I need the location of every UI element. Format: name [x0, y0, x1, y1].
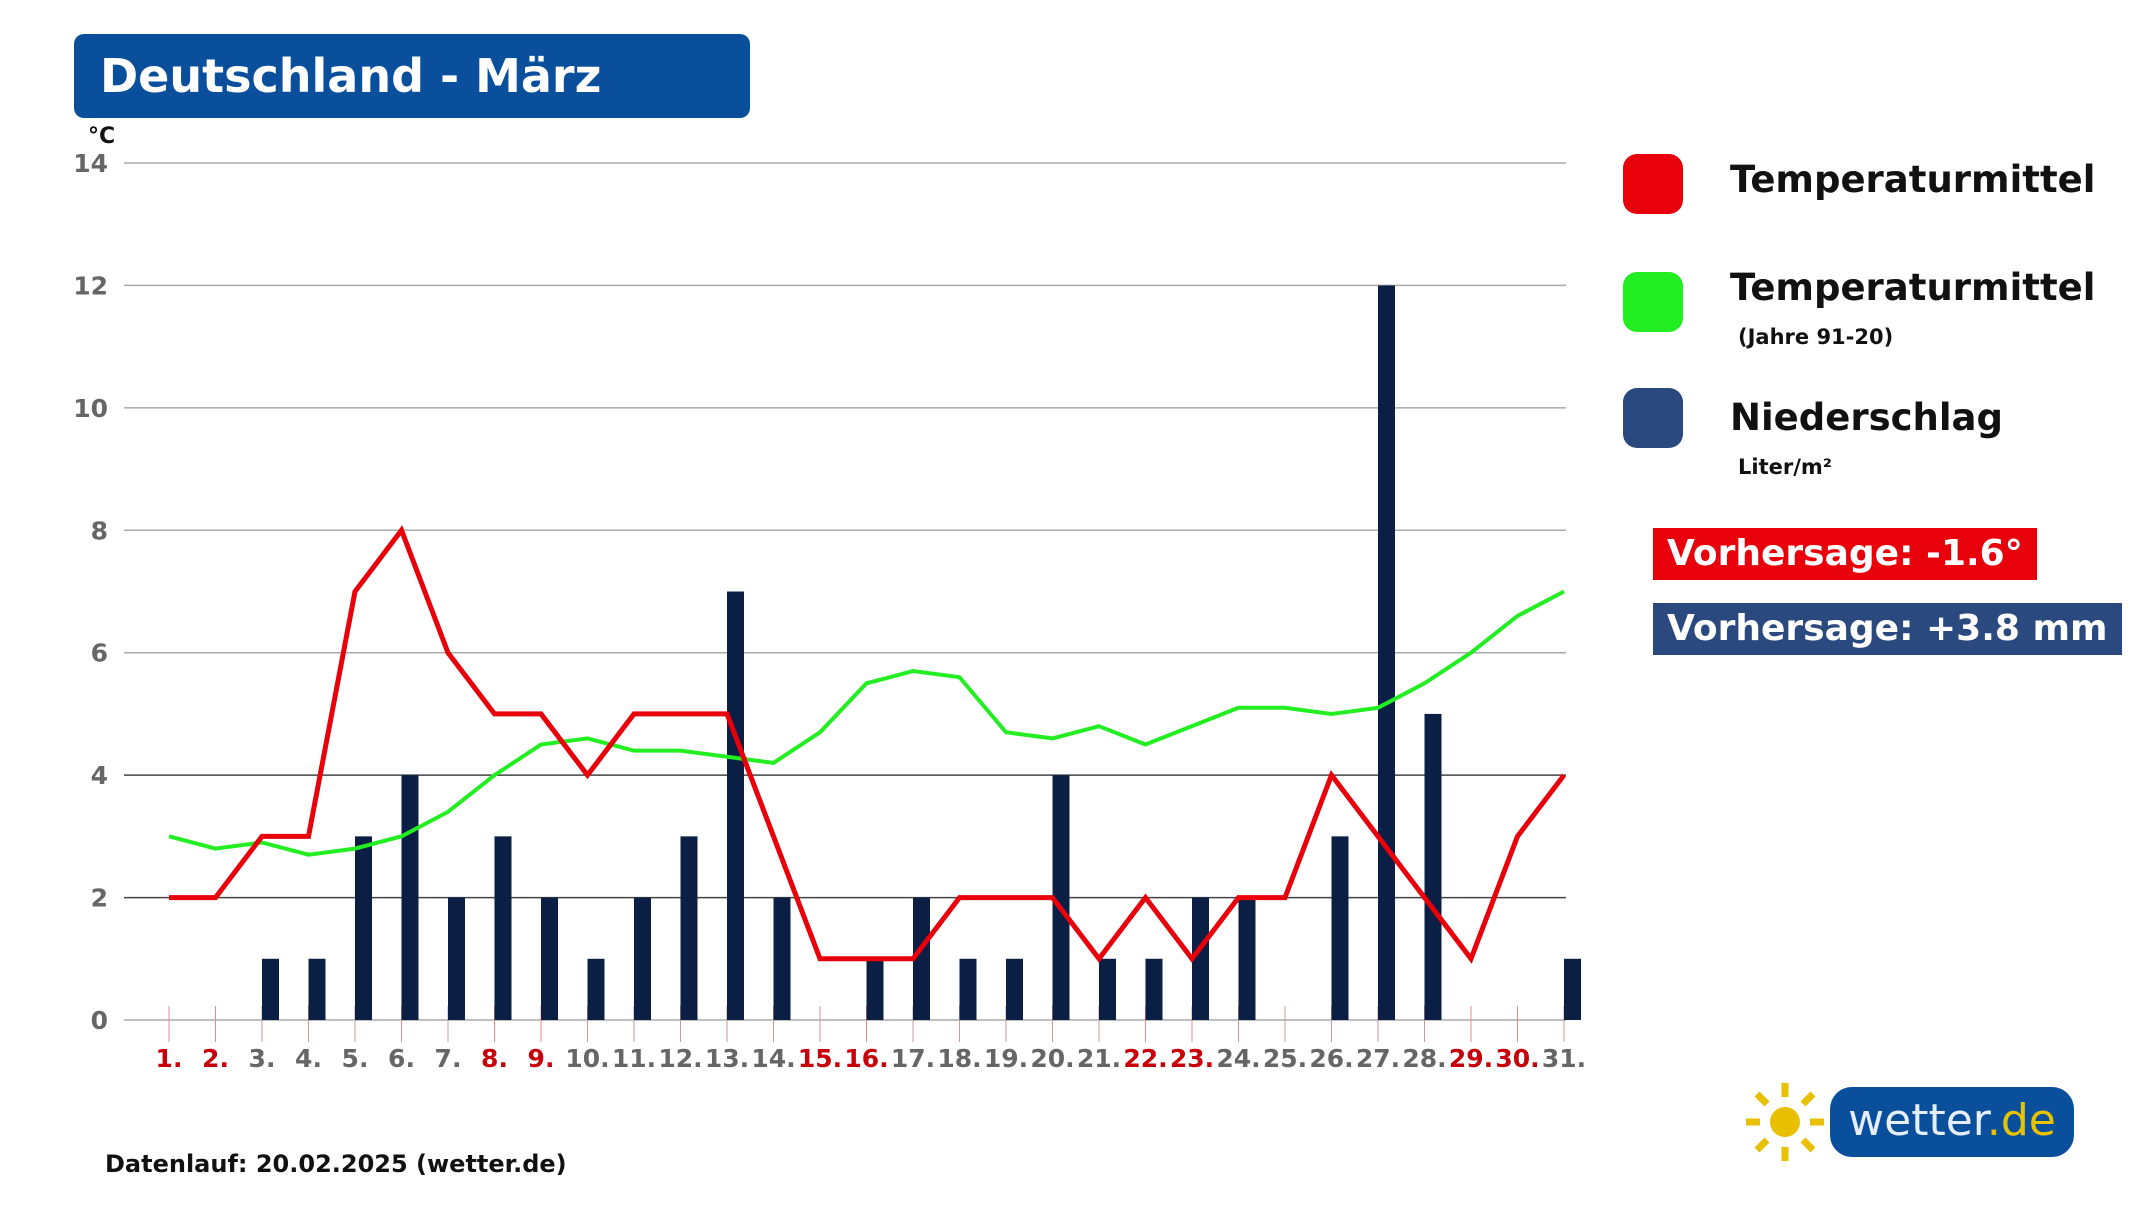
legend-sub-temperature-normal: (Jahre 91-20) — [1738, 325, 1894, 349]
x-tick-label: 9. — [528, 1044, 555, 1073]
precipitation-bar — [1192, 897, 1209, 1020]
x-tick-label: 13. — [705, 1044, 749, 1073]
x-tick-label: 22. — [1123, 1044, 1167, 1073]
precipitation-bar — [773, 897, 791, 1020]
x-tick-label: 14. — [751, 1044, 795, 1073]
y-axis-unit: °C — [88, 124, 116, 149]
x-tick-label: 28. — [1402, 1044, 1446, 1073]
precipitation-bar — [1424, 713, 1442, 1020]
x-tick-label: 24. — [1216, 1044, 1260, 1073]
temperature-line — [169, 525, 1566, 964]
precipitation-bar — [1331, 836, 1349, 1020]
x-tick-label: 4. — [295, 1044, 322, 1073]
logo-suffix: .de — [1986, 1095, 2056, 1146]
precipitation-bar — [587, 958, 605, 1020]
x-tick-label: 12. — [658, 1044, 702, 1073]
x-tick-label: 8. — [481, 1044, 508, 1073]
sun-icon — [1746, 1083, 1824, 1161]
x-tick-label: 29. — [1449, 1044, 1493, 1073]
legend-swatch-temperature — [1623, 154, 1683, 214]
y-tick-label: 8 — [91, 516, 108, 545]
y-tick-label: 6 — [91, 639, 108, 668]
precipitation-bar — [1052, 775, 1070, 1020]
precipitation-bar — [959, 958, 977, 1020]
legend-sub-precipitation: Liter/m² — [1738, 455, 1832, 479]
x-tick-label: 7. — [435, 1044, 462, 1073]
x-tick-label: 23. — [1170, 1044, 1214, 1073]
y-tick-label: 4 — [91, 761, 108, 790]
x-tick-label: 31. — [1542, 1044, 1586, 1073]
precipitation-bar — [401, 775, 419, 1020]
precipitation-bar — [355, 836, 372, 1020]
logo-text: wetter — [1848, 1095, 1987, 1146]
wetter-de-logo: wetter.de — [1740, 1083, 2080, 1177]
precipitation-bar — [727, 591, 744, 1020]
precipitation-bar — [308, 958, 326, 1020]
precipitation-bar — [448, 897, 465, 1020]
x-tick-label: 27. — [1356, 1044, 1400, 1073]
legend-swatch-precipitation — [1623, 388, 1683, 448]
x-tick-label: 21. — [1077, 1044, 1121, 1073]
legend-swatch-temperature-normal — [1623, 272, 1683, 332]
x-tick-label: 30. — [1495, 1044, 1539, 1073]
precipitation-bar — [1238, 897, 1256, 1020]
x-tick-label: 10. — [565, 1044, 609, 1073]
x-tick-label: 25. — [1263, 1044, 1307, 1073]
y-tick-label: 2 — [91, 884, 108, 913]
legend-label-temperature: Temperaturmittel — [1730, 158, 2096, 201]
y-tick-label: 0 — [91, 1006, 108, 1035]
x-tick-label: 5. — [342, 1044, 369, 1073]
x-tick-label: 19. — [984, 1044, 1028, 1073]
chart-title: Deutschland - März — [74, 34, 750, 118]
legend-label-temperature-normal: Temperaturmittel — [1730, 266, 2096, 309]
forecast-precipitation-badge: Vorhersage: +3.8 mm — [1653, 603, 2122, 655]
x-tick-label: 18. — [937, 1044, 981, 1073]
x-tick-label: 3. — [249, 1044, 276, 1073]
temperature-normal-line — [168, 589, 1565, 857]
precipitation-bar — [262, 958, 279, 1020]
y-tick-label: 14 — [73, 149, 108, 178]
x-tick-label: 15. — [798, 1044, 842, 1073]
x-tick-label: 26. — [1309, 1044, 1353, 1073]
precipitation-bar — [494, 836, 512, 1020]
precipitation-bar — [1378, 285, 1395, 1020]
x-tick-label: 2. — [202, 1044, 229, 1073]
y-tick-label: 12 — [73, 271, 108, 300]
precipitation-bar — [913, 897, 930, 1020]
precipitation-bar — [1564, 958, 1581, 1020]
legend-label-precipitation: Niederschlag — [1730, 396, 2004, 439]
y-tick-label: 10 — [73, 394, 108, 423]
logo-wordmark: wetter.de — [1830, 1087, 2074, 1157]
precipitation-bar — [1099, 958, 1116, 1020]
precipitation-bar — [1145, 958, 1163, 1020]
x-tick-label: 6. — [388, 1044, 415, 1073]
x-tick-label: 20. — [1030, 1044, 1074, 1073]
x-tick-label: 1. — [156, 1044, 183, 1073]
precipitation-bar — [541, 897, 558, 1020]
forecast-temperature-badge: Vorhersage: -1.6° — [1653, 528, 2037, 580]
precipitation-bar — [1006, 958, 1023, 1020]
x-tick-label: 17. — [891, 1044, 935, 1073]
precipitation-bar — [680, 836, 698, 1020]
x-tick-label: 16. — [844, 1044, 888, 1073]
precipitation-bar — [634, 897, 651, 1020]
x-tick-label: 11. — [612, 1044, 656, 1073]
precipitation-bar — [866, 958, 884, 1020]
data-run-footer: Datenlauf: 20.02.2025 (wetter.de) — [105, 1150, 567, 1178]
